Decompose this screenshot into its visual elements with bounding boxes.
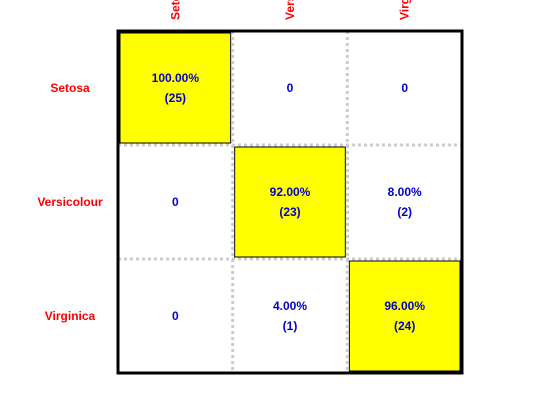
- cell-percentage: 4.00%: [273, 299, 307, 313]
- matrix-cell: [234, 261, 346, 371]
- cell-percentage: 100.00%: [152, 71, 200, 85]
- column-label: Seto: [168, 0, 182, 20]
- matrix-cell: [120, 261, 231, 371]
- cell-count: (2): [397, 205, 412, 219]
- cell-count: (1): [283, 319, 298, 333]
- matrix-cell: [348, 260, 461, 372]
- cell-value: 0: [172, 195, 179, 209]
- matrix-cell: [349, 147, 460, 257]
- cell-count: (25): [165, 91, 186, 105]
- matrix-cell: [349, 33, 460, 143]
- cell-count: (23): [279, 205, 300, 219]
- cell-count: (24): [394, 319, 415, 333]
- matrix-cell: [119, 32, 232, 144]
- row-label: Setosa: [50, 81, 90, 95]
- column-label: Virgi: [398, 0, 412, 20]
- cell-percentage: 92.00%: [270, 185, 311, 199]
- cell-percentage: 8.00%: [388, 185, 422, 199]
- row-label: Virginica: [45, 309, 96, 323]
- row-label: Versicolour: [37, 195, 103, 209]
- cell-percentage: 96.00%: [384, 299, 425, 313]
- matrix-cell: [234, 146, 346, 258]
- matrix-cell: [234, 33, 346, 143]
- cell-value: 0: [401, 81, 408, 95]
- cell-value: 0: [172, 309, 179, 323]
- matrix-frame: [116, 29, 464, 375]
- cell-value: 0: [287, 81, 294, 95]
- column-label: Versi: [283, 0, 297, 20]
- matrix-cell: [120, 147, 231, 257]
